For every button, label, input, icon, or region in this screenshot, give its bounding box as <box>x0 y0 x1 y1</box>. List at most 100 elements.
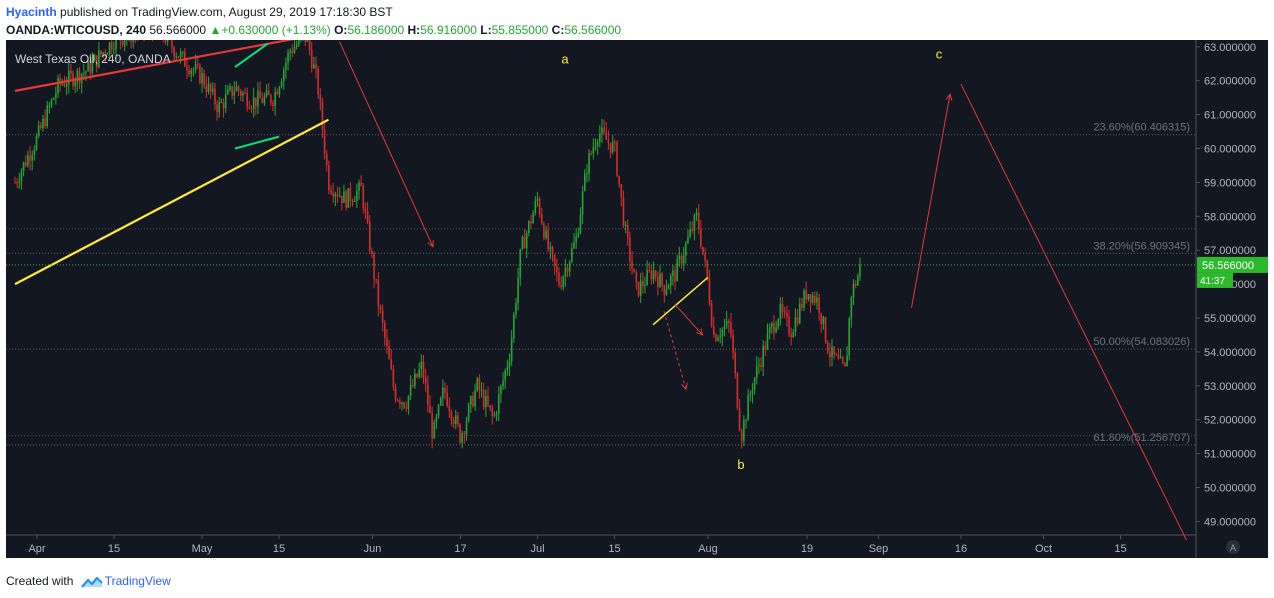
candle-body <box>186 66 188 71</box>
candle-body <box>321 101 324 130</box>
candle-body <box>207 83 210 92</box>
candle-body <box>362 186 365 209</box>
candle-body <box>798 303 801 323</box>
candle-body <box>678 255 681 260</box>
author-link[interactable]: Hyacinth <box>6 5 57 19</box>
candle-body <box>276 92 279 95</box>
candle-body <box>497 394 500 414</box>
candle-body <box>624 224 627 226</box>
candle-body <box>173 47 175 57</box>
auto-scale-circle <box>1226 540 1240 554</box>
candle-body <box>14 182 16 184</box>
candle-body <box>491 408 494 416</box>
last-price: 56.566000 <box>149 23 207 37</box>
candle-body <box>332 192 334 197</box>
candles <box>14 40 861 449</box>
chart-pane[interactable]: 23.60%(60.406315) 38.20%(56.909345) 50.00%… <box>6 40 1268 558</box>
price-tick-label: 49.000000 <box>1204 516 1256 528</box>
price-tick-label: 57.000000 <box>1204 245 1256 257</box>
candle-body <box>575 236 577 243</box>
low-label: L: <box>480 23 492 37</box>
candle-body <box>712 326 715 335</box>
candle-body <box>356 190 358 201</box>
auto-scale-button[interactable] <box>1226 540 1240 554</box>
publish-info: published on TradingView.com, August 29,… <box>60 5 393 19</box>
candle-body <box>74 81 76 87</box>
tradingview-brand-link[interactable]: TradingView <box>104 574 171 588</box>
candle-body <box>371 251 373 255</box>
candle-body <box>605 132 608 140</box>
candle-body <box>654 270 657 278</box>
price-tick-label: 58.000000 <box>1204 211 1256 223</box>
candle-body <box>317 68 319 95</box>
wedge-line <box>652 276 709 326</box>
candle-body <box>848 318 850 356</box>
candle-body <box>259 90 261 99</box>
time-tick-label: 15 <box>108 543 120 555</box>
candle-body <box>607 139 610 143</box>
candle-body <box>710 303 713 327</box>
candle-body <box>347 188 350 208</box>
price-tick-label: 63.000000 <box>1204 42 1256 54</box>
red-trendline <box>14 40 295 92</box>
price-tick-label: 51.000000 <box>1204 449 1256 461</box>
candle-body <box>728 320 730 323</box>
high-label: H: <box>407 23 421 37</box>
open-label: O: <box>334 23 348 37</box>
candle-body <box>639 280 642 296</box>
candle-body <box>377 280 380 307</box>
candle-body <box>209 83 212 92</box>
candle-body <box>461 433 463 443</box>
time-tick-label: Aug <box>698 543 718 555</box>
candle-body <box>736 373 739 408</box>
price-tick-label: 59.000000 <box>1204 177 1256 189</box>
candle-body <box>427 384 429 405</box>
time-tick-label: 15 <box>273 543 285 555</box>
candle-body <box>646 269 648 285</box>
candle-body <box>457 415 459 425</box>
candle-body <box>414 373 416 387</box>
candle-body <box>336 194 339 197</box>
candle-body <box>558 272 560 286</box>
candle-body <box>485 395 487 408</box>
candle-body <box>87 61 89 72</box>
change-up-icon: ▲ <box>209 23 222 37</box>
candle-body <box>626 224 629 238</box>
candle-body <box>444 387 446 393</box>
candle-body <box>693 215 696 231</box>
candle-body <box>319 94 322 102</box>
candle-body <box>564 268 567 277</box>
candle-body <box>663 285 666 295</box>
candle-body <box>50 99 53 106</box>
candle-body <box>373 254 375 279</box>
close-label: C: <box>551 23 565 37</box>
candle-body <box>579 214 582 234</box>
price-chart[interactable]: 23.60%(60.406315) 38.20%(56.909345) 50.00%… <box>6 40 1268 558</box>
candle-body <box>603 127 605 133</box>
close-value: 56.566000 <box>564 23 622 37</box>
candle-body <box>586 173 588 175</box>
candle-body <box>547 230 549 250</box>
candle-body <box>67 70 70 85</box>
candle-body <box>61 83 64 85</box>
candle-body <box>768 326 771 333</box>
candle-body <box>192 69 195 71</box>
candle-body <box>330 190 332 193</box>
candle-body <box>308 40 311 50</box>
candle-body <box>788 316 790 335</box>
candle-body <box>119 40 122 41</box>
candle-body <box>386 337 388 347</box>
candle-body <box>857 276 859 286</box>
candle-body <box>59 78 61 84</box>
candle-body <box>803 290 805 308</box>
fib-label: 23.60%(60.406315) <box>1093 122 1190 134</box>
candle-body <box>523 237 526 249</box>
candle-body <box>298 40 300 45</box>
candle-body <box>545 230 547 238</box>
candle-body <box>801 303 803 308</box>
candle-body <box>179 52 182 58</box>
time-tick-label: May <box>192 543 213 555</box>
candle-body <box>328 165 330 191</box>
candle-body <box>833 346 835 355</box>
candle-body <box>749 394 752 396</box>
